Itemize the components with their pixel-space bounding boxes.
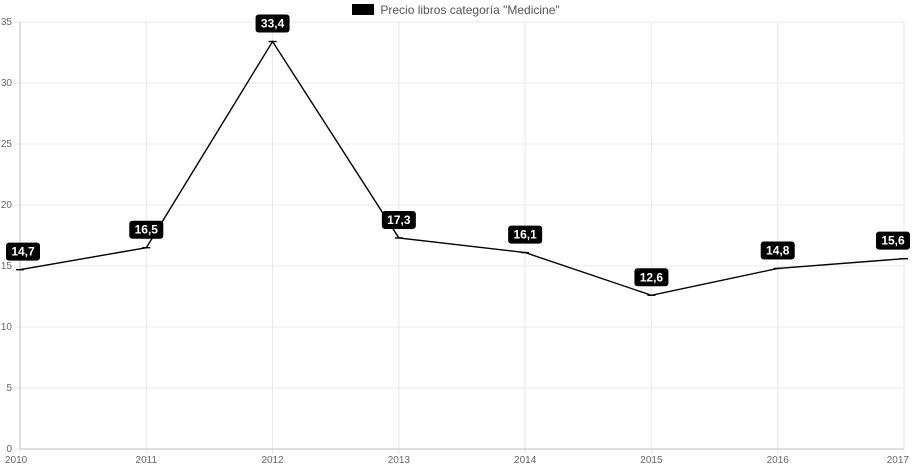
y-tick-label: 35 xyxy=(1,17,13,28)
y-tick-label: 30 xyxy=(1,78,13,89)
data-label-text: 17,3 xyxy=(387,213,411,227)
data-label: 14,8 xyxy=(760,241,795,260)
data-label-box xyxy=(129,220,164,239)
y-axis-ticks: 0 5 10 15 20 25 30 35 xyxy=(1,17,13,455)
x-tick-label: 2014 xyxy=(514,455,537,466)
data-label-text: 16,1 xyxy=(513,228,537,242)
data-label: 16,1 xyxy=(508,225,543,244)
legend-label: Precio libros categoría "Medicine" xyxy=(380,3,560,17)
data-label-text: 15,6 xyxy=(881,234,905,248)
y-tick-label: 10 xyxy=(1,322,13,333)
data-label-text: 33,4 xyxy=(261,17,285,31)
data-label-box xyxy=(634,268,669,287)
x-axis-ticks: 2010 2011 2012 2013 2014 2015 2016 2017 xyxy=(5,455,909,466)
x-tick-label: 2016 xyxy=(767,455,790,466)
data-label-box xyxy=(508,225,543,244)
chart-series xyxy=(16,40,908,297)
legend-swatch xyxy=(352,4,375,15)
y-tick-label: 5 xyxy=(6,383,12,394)
data-labels: 14,7 16,5 33,4 17,3 16,1 12,6 14,8 15,6 xyxy=(6,14,910,287)
data-label-box xyxy=(381,210,416,229)
x-tick-label: 2013 xyxy=(388,455,411,466)
x-tick-label: 2012 xyxy=(261,455,284,466)
x-tick-label: 2011 xyxy=(136,455,158,466)
data-label: 17,3 xyxy=(381,210,416,229)
y-tick-label: 20 xyxy=(1,200,13,211)
chart-axes xyxy=(19,22,904,450)
data-label-text: 12,6 xyxy=(640,270,664,284)
data-label: 15,6 xyxy=(876,231,910,250)
data-label-box xyxy=(255,14,290,33)
data-label-text: 16,5 xyxy=(135,223,159,237)
y-tick-label: 0 xyxy=(6,444,12,455)
data-label-box xyxy=(760,241,795,260)
data-label: 33,4 xyxy=(255,14,290,33)
data-label-box xyxy=(876,231,910,250)
data-label-text: 14,8 xyxy=(766,243,790,257)
x-tick-label: 2010 xyxy=(5,455,28,466)
x-tick-label: 2017 xyxy=(887,455,910,466)
x-tick-label: 2015 xyxy=(640,455,663,466)
y-tick-label: 15 xyxy=(1,261,13,272)
chart-legend[interactable]: Precio libros categoría "Medicine" xyxy=(0,3,912,17)
data-label-text: 14,7 xyxy=(11,245,35,259)
series-line xyxy=(19,40,905,297)
y-tick-label: 25 xyxy=(1,139,13,150)
data-label: 16,5 xyxy=(129,220,164,239)
data-label-box xyxy=(6,242,40,261)
data-label: 14,7 xyxy=(6,242,40,261)
data-label: 12,6 xyxy=(634,268,669,287)
